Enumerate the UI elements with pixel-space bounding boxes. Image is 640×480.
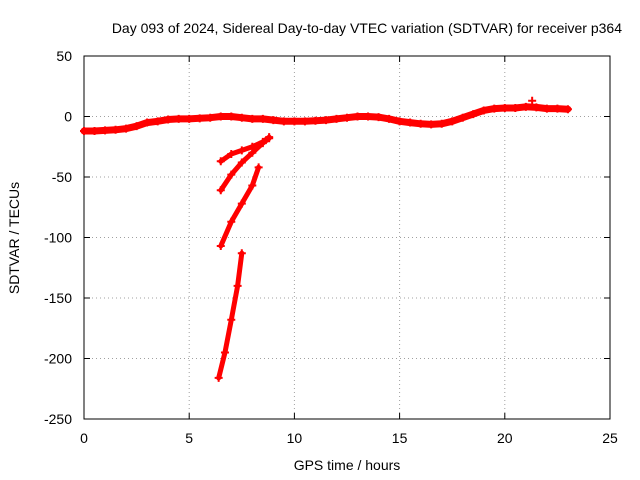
data-point [448, 117, 457, 126]
data-point [265, 134, 274, 143]
y-axis-label: SDTVAR / TECUs [6, 182, 22, 294]
data-point [500, 104, 509, 113]
data-point [216, 241, 225, 250]
data-point [458, 113, 467, 122]
data-point [290, 117, 299, 126]
data-point [479, 106, 488, 115]
data-point [395, 117, 404, 126]
data-point [248, 181, 257, 190]
data-point [214, 373, 223, 382]
data-point [528, 96, 537, 105]
data-point [248, 114, 257, 123]
data-point [122, 124, 131, 133]
data-point [469, 110, 478, 119]
data-point [132, 122, 141, 131]
data-point [227, 217, 236, 226]
data-point [248, 148, 257, 157]
data-point [563, 105, 572, 114]
data-point [385, 114, 394, 123]
y-tick-label: 50 [56, 48, 72, 64]
data-point [153, 117, 162, 126]
data-point [237, 146, 246, 155]
data-point [143, 118, 152, 127]
x-tick-label: 5 [185, 430, 193, 446]
series-line-arc-4 [216, 250, 245, 381]
data-point [164, 115, 173, 124]
data-point [227, 112, 236, 121]
data-point [343, 113, 351, 122]
data-point [237, 249, 246, 258]
data-point [269, 116, 278, 125]
axis-ticks: 0 5 10 15 20 25 -250 -200 -150 -100 -50 0 50 [44, 48, 618, 446]
data-point [532, 103, 541, 112]
data-point [227, 150, 236, 159]
data-point [258, 114, 267, 123]
data-point [416, 119, 425, 128]
data-point [511, 104, 520, 113]
y-tick-label: -250 [44, 411, 72, 427]
y-tick-label: -200 [44, 351, 72, 367]
x-tick-label: 25 [602, 430, 618, 446]
data-point [174, 114, 183, 123]
data-point [332, 114, 341, 123]
data-point [216, 157, 225, 166]
data-point [258, 139, 267, 148]
data-point [300, 117, 309, 126]
data-point [254, 163, 263, 172]
y-tick-label: -50 [52, 169, 72, 185]
data-point [101, 126, 110, 135]
x-axis-label: GPS time / hours [294, 457, 401, 473]
data-point [406, 118, 415, 127]
data-point [427, 120, 436, 129]
data-point [195, 114, 204, 123]
data-point [364, 112, 373, 121]
data-point [80, 127, 88, 136]
data-point [311, 116, 320, 125]
y-tick-label: -100 [44, 230, 72, 246]
data-point [216, 112, 225, 121]
data-point [542, 104, 551, 113]
data-point [227, 315, 236, 324]
y-tick-label: -150 [44, 290, 72, 306]
y-tick-label: 0 [64, 109, 72, 125]
data-point [185, 114, 194, 123]
data-point [437, 119, 446, 128]
data-point [553, 104, 562, 113]
data-point [521, 102, 530, 111]
x-tick-label: 15 [392, 430, 408, 446]
data-point [233, 281, 242, 290]
data-point [90, 127, 99, 136]
data-point [374, 113, 383, 122]
x-tick-label: 20 [497, 430, 513, 446]
data-point [220, 348, 229, 357]
data-point [111, 125, 120, 134]
data-point [206, 113, 215, 122]
data-point [237, 158, 246, 167]
chart-title: Day 093 of 2024, Sidereal Day-to-day VTE… [112, 20, 622, 36]
x-tick-label: 0 [80, 430, 88, 446]
data-point [490, 104, 499, 113]
x-tick-label: 10 [287, 430, 303, 446]
data-point [279, 117, 288, 126]
data-point [227, 170, 236, 179]
data-point [237, 199, 246, 208]
data-point [321, 116, 330, 125]
data-point [216, 186, 225, 195]
data-points [80, 96, 572, 382]
data-point [237, 113, 246, 122]
data-point [353, 112, 362, 121]
